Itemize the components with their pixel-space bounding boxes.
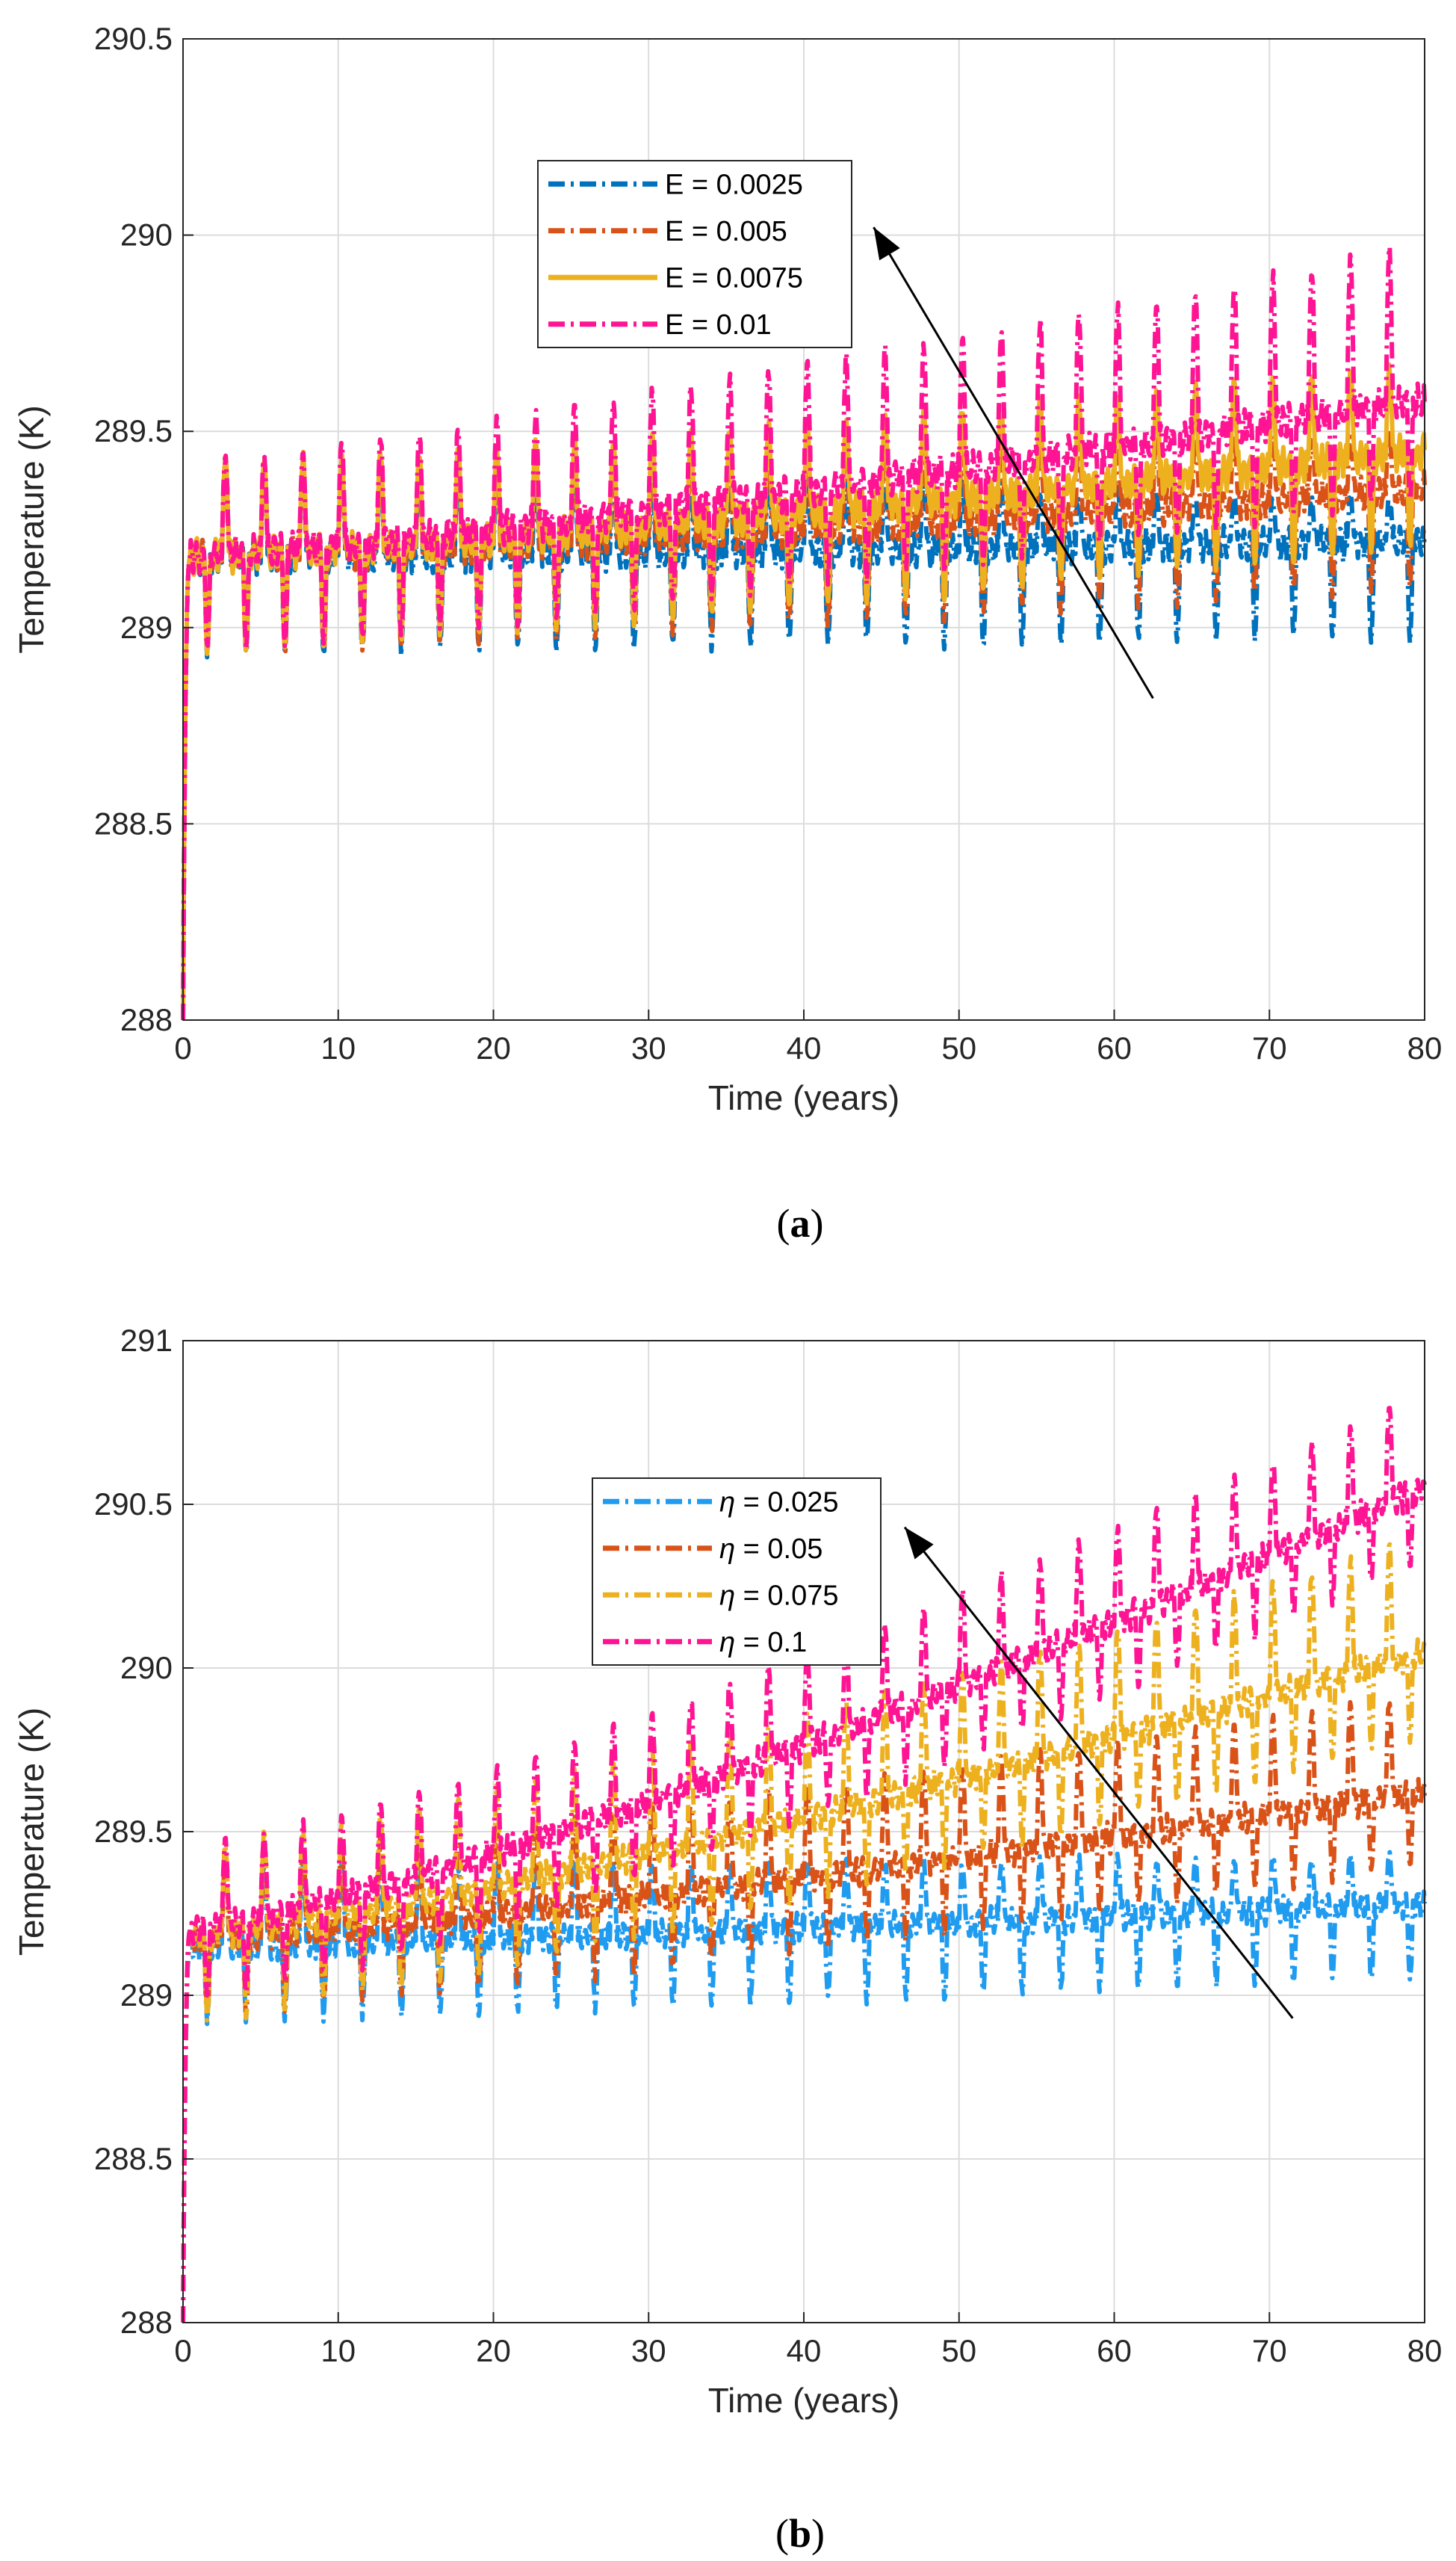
legend-symbol: η <box>719 1486 735 1518</box>
series-line-1 <box>181 1850 1427 2323</box>
series-line-3 <box>181 1542 1427 2323</box>
legend-entry-label: E = 0.005 <box>665 216 787 247</box>
legend-entry-label: E = 0.0025 <box>665 169 803 200</box>
legend-entry-label: η = 0.1 <box>719 1627 807 1658</box>
trend-arrow-a <box>873 226 1154 699</box>
x-tick-label: 80 <box>1407 2333 1443 2368</box>
y-tick-label: 288 <box>120 2305 173 2340</box>
legend-entry-label: η = 0.025 <box>719 1486 839 1518</box>
caption-a: (a) <box>777 1201 824 1246</box>
legend-entry-label: η = 0.05 <box>719 1533 823 1565</box>
x-tick-label: 40 <box>787 2333 822 2368</box>
y-tick-label: 291 <box>120 1323 173 1358</box>
legend-symbol: η <box>719 1580 735 1611</box>
x-tick-label: 30 <box>631 1031 666 1066</box>
x-tick-label: 60 <box>1097 1031 1132 1066</box>
y-tick-label: 288 <box>120 1002 173 1037</box>
x-tick-label: 30 <box>631 2333 666 2368</box>
trend-arrow-b <box>903 1526 1294 2019</box>
caption-b: (b) <box>775 2511 825 2556</box>
legend-value: = 0.025 <box>735 1486 838 1518</box>
x-tick-label: 10 <box>320 1031 356 1066</box>
arrow-shaft <box>873 226 1154 699</box>
arrow-head <box>873 227 900 261</box>
y-tick-label: 289.5 <box>94 413 173 448</box>
x-tick-label: 70 <box>1252 1031 1287 1066</box>
y-tick-label: 288.5 <box>94 806 173 841</box>
chart-panel-a: 0 10 20 30 40 50 60 70 80 288 288.5 289 289.5 290 290.… <box>12 21 1442 1246</box>
x-axis-label-a: Time (years) <box>708 1078 899 1117</box>
y-tick-label: 289 <box>120 610 173 645</box>
y-tick-label: 290.5 <box>94 21 173 56</box>
x-tick-label: 0 <box>174 2333 191 2368</box>
legend-symbol: η <box>719 1627 735 1658</box>
legend-entry-label: E = 0.0075 <box>665 262 803 294</box>
arrow-head <box>905 1527 934 1560</box>
legend-entry-label: E = 0.01 <box>665 309 772 341</box>
legend-symbol: η <box>719 1533 735 1565</box>
x-tick-label: 80 <box>1407 1031 1443 1066</box>
y-tick-label: 288.5 <box>94 2141 173 2176</box>
x-tick-label: 20 <box>476 1031 511 1066</box>
y-tick-label: 290 <box>120 217 173 253</box>
x-tick-label: 0 <box>174 1031 191 1066</box>
x-tick-label: 50 <box>941 1031 976 1066</box>
x-tick-label: 20 <box>476 2333 511 2368</box>
legend-a: E = 0.0025 E = 0.005 E = 0.0075 E = 0.01 <box>537 160 852 348</box>
legend-value: = 0.05 <box>735 1533 823 1565</box>
x-tick-label: 70 <box>1252 2333 1287 2368</box>
legend-value: = 0.1 <box>735 1627 807 1658</box>
legend-box <box>592 1477 882 1666</box>
ticks-b: 0 10 20 30 40 50 60 70 80 288 288.5 289 289.5 290 290.… <box>94 1323 1442 2368</box>
x-tick-label: 50 <box>941 2333 976 2368</box>
x-tick-label: 60 <box>1097 2333 1132 2368</box>
x-axis-label-b: Time (years) <box>708 2381 899 2420</box>
chart-panel-b: 0 10 20 30 40 50 60 70 80 288 288.5 289 289.5 290 290.… <box>12 1323 1442 2556</box>
y-tick-label: 290 <box>120 1650 173 1685</box>
y-axis-label-b: Temperature (K) <box>12 1708 51 1956</box>
series-line-4 <box>181 1406 1427 2323</box>
y-tick-label: 289.5 <box>94 1814 173 1849</box>
y-tick-label: 290.5 <box>94 1486 173 1522</box>
arrow-shaft <box>903 1526 1294 2019</box>
legend-box <box>537 160 852 348</box>
legend-entry-label: η = 0.075 <box>719 1580 839 1611</box>
series-line-4 <box>181 244 1427 1021</box>
x-tick-label: 10 <box>320 2333 356 2368</box>
y-tick-label: 289 <box>120 1977 173 2012</box>
legend-value: = 0.075 <box>735 1580 838 1611</box>
ticks-a: 0 10 20 30 40 50 60 70 80 288 288.5 289 289.5 290 290.… <box>94 21 1442 1066</box>
y-axis-label-a: Temperature (K) <box>12 405 51 653</box>
x-tick-label: 40 <box>787 1031 822 1066</box>
series-layer-a <box>181 244 1427 1021</box>
series-layer-b <box>181 1406 1427 2323</box>
